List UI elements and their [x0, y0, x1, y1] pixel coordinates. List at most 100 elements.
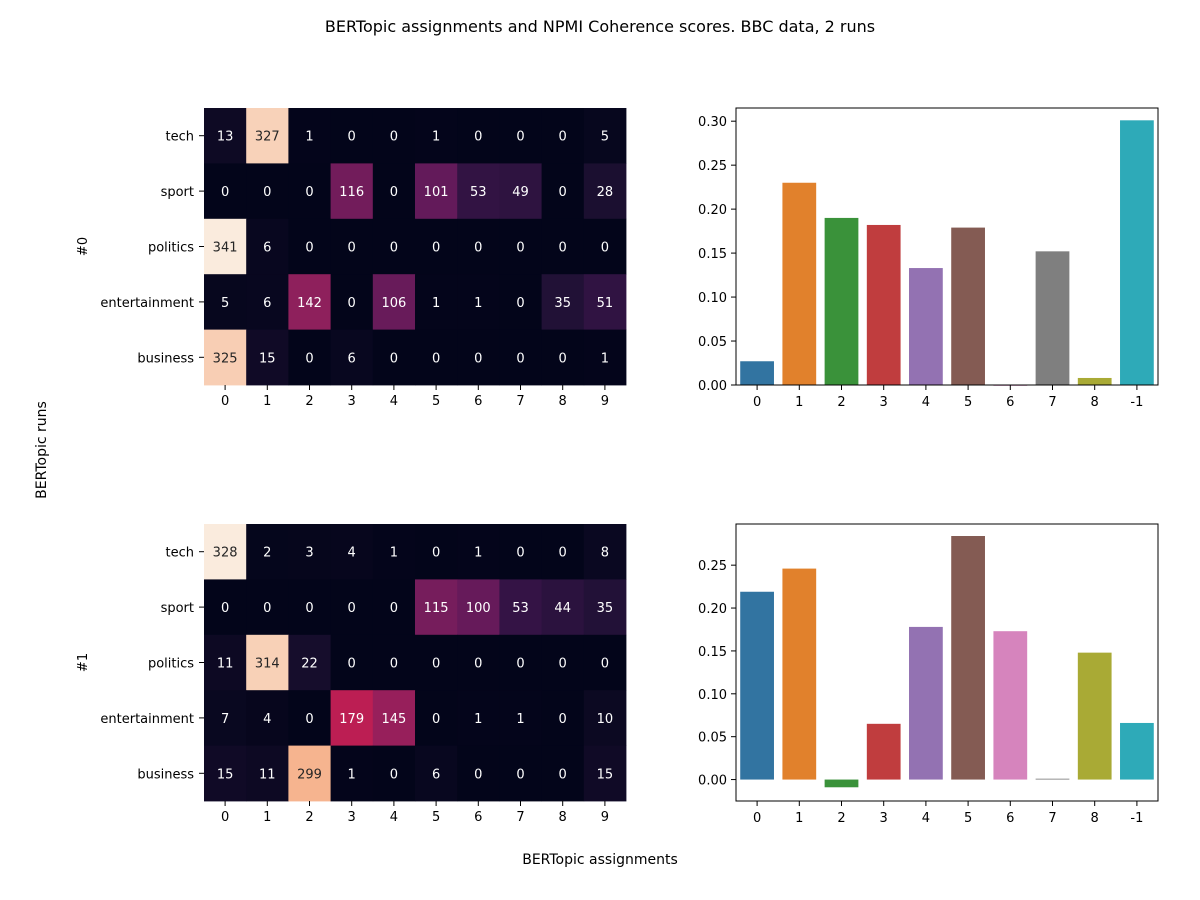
- heatmap-cell: [499, 329, 542, 386]
- heatmap-cell: [457, 163, 500, 220]
- heatmap-cell-label: 314: [255, 657, 280, 672]
- heatmap-cell-label: 0: [474, 130, 482, 145]
- heatmap-cell-label: 11: [217, 657, 234, 672]
- heatmap-cell: [541, 163, 585, 220]
- heatmap-cell: [499, 163, 542, 220]
- heatmap-cell-label: 101: [424, 185, 449, 200]
- heatmap-cell: [583, 745, 627, 802]
- heatmap-cell-label: 1: [305, 130, 313, 145]
- bar: [866, 224, 901, 385]
- heatmap-cell-label: 0: [474, 767, 482, 782]
- heatmap-cell-label: 1: [474, 296, 482, 311]
- heatmap-cell: [330, 108, 374, 164]
- heatmap-cell: [499, 634, 542, 691]
- column-tick-label: 3: [348, 810, 356, 825]
- heatmap-cell-label: 0: [516, 241, 524, 256]
- heatmap-cell-label: 4: [263, 712, 271, 727]
- y-tick-label: 0.15: [698, 247, 727, 262]
- bar: [782, 568, 817, 780]
- heatmap-cell-label: 4: [348, 546, 356, 561]
- heatmap-cell-label: 327: [255, 130, 280, 145]
- heatmap-cell-label: 3: [305, 546, 313, 561]
- heatmap-cell: [246, 579, 289, 636]
- heatmap-cell-label: 0: [432, 546, 440, 561]
- bar: [740, 591, 774, 780]
- x-tick-label: 7: [1048, 811, 1056, 826]
- row-tick-label: politics: [148, 241, 194, 256]
- x-tick-label: 7: [1048, 395, 1056, 410]
- heatmap-cell-label: 2: [263, 546, 271, 561]
- row-tick-label: business: [137, 351, 194, 366]
- heatmap-cell: [330, 524, 374, 580]
- y-tick-label: 0.00: [698, 774, 727, 789]
- heatmap-cell: [372, 634, 416, 691]
- heatmap-cell: [583, 218, 627, 275]
- column-tick-label: 6: [474, 810, 482, 825]
- heatmap-cell-label: 22: [301, 657, 318, 672]
- figure-xlabel: BERTopic assignments: [522, 852, 678, 868]
- heatmap-cell: [541, 634, 585, 691]
- bar: [1035, 251, 1070, 385]
- y-tick-label: 0.05: [698, 731, 727, 746]
- heatmap-cell: [288, 690, 331, 746]
- x-tick-label: 1: [795, 811, 803, 826]
- heatmap-cell: [415, 690, 458, 746]
- heatmap-cell-label: 0: [305, 712, 313, 727]
- heatmap-cell-label: 6: [432, 767, 440, 782]
- heatmap-cell-label: 1: [432, 130, 440, 145]
- heatmap-cell: [499, 108, 542, 164]
- heatmap-cell: [330, 690, 374, 746]
- column-tick-label: 3: [348, 394, 356, 409]
- heatmap-cell: [330, 579, 374, 636]
- y-tick-label: 0.15: [698, 645, 727, 660]
- heatmap-cell-label: 0: [432, 351, 440, 366]
- heatmap-cell-label: 8: [601, 546, 609, 561]
- heatmap-cell-label: 0: [474, 657, 482, 672]
- heatmap-cell-label: 0: [559, 185, 567, 200]
- bar: [740, 361, 774, 385]
- heatmap-cell: [541, 274, 585, 330]
- heatmap-cell-label: 7: [221, 712, 229, 727]
- x-tick-label: 6: [1006, 811, 1014, 826]
- heatmap-cell-label: 328: [213, 546, 238, 561]
- heatmap-cell-label: 44: [554, 601, 571, 616]
- heatmap-cell: [246, 108, 289, 164]
- heatmap-cell: [204, 690, 247, 746]
- heatmap-cell-label: 0: [559, 767, 567, 782]
- heatmap-cell-label: 5: [221, 296, 229, 311]
- heatmap-cell-label: 0: [559, 712, 567, 727]
- row-tick-label: entertainment: [100, 712, 194, 727]
- heatmap-cell-label: 0: [221, 601, 229, 616]
- heatmap-cell-label: 142: [297, 296, 322, 311]
- heatmap-cell: [415, 524, 458, 580]
- heatmap-cell-label: 1: [516, 712, 524, 727]
- heatmap-cell-label: 0: [348, 601, 356, 616]
- heatmap-cell: [288, 634, 331, 691]
- heatmap-cell: [457, 579, 500, 636]
- heatmap-cell: [541, 690, 585, 746]
- heatmap-cell: [204, 108, 247, 164]
- heatmap-cell-label: 0: [390, 185, 398, 200]
- heatmap-cell: [330, 163, 374, 220]
- heatmap-cell: [330, 218, 374, 275]
- heatmap-cell-label: 5: [601, 130, 609, 145]
- heatmap-cell-label: 0: [348, 657, 356, 672]
- heatmap-cell: [499, 690, 542, 746]
- row-tick-label: sport: [161, 185, 194, 200]
- heatmap-cell-label: 15: [217, 767, 234, 782]
- heatmap-cell-label: 6: [263, 241, 271, 256]
- x-tick-label: 2: [837, 811, 845, 826]
- heatmap-cell-label: 0: [559, 130, 567, 145]
- heatmap-cell-label: 0: [474, 351, 482, 366]
- heatmap-cell: [246, 218, 289, 275]
- y-tick-label: 0.05: [698, 335, 727, 350]
- heatmap-cell-label: 0: [559, 241, 567, 256]
- heatmap-cell: [288, 218, 331, 275]
- heatmap-cell: [204, 329, 247, 386]
- heatmap-cell-label: 0: [390, 767, 398, 782]
- heatmap-cell-label: 51: [597, 296, 614, 311]
- heatmap-cell: [415, 634, 458, 691]
- heatmap-cell-label: 53: [470, 185, 487, 200]
- x-tick-label: 1: [795, 395, 803, 410]
